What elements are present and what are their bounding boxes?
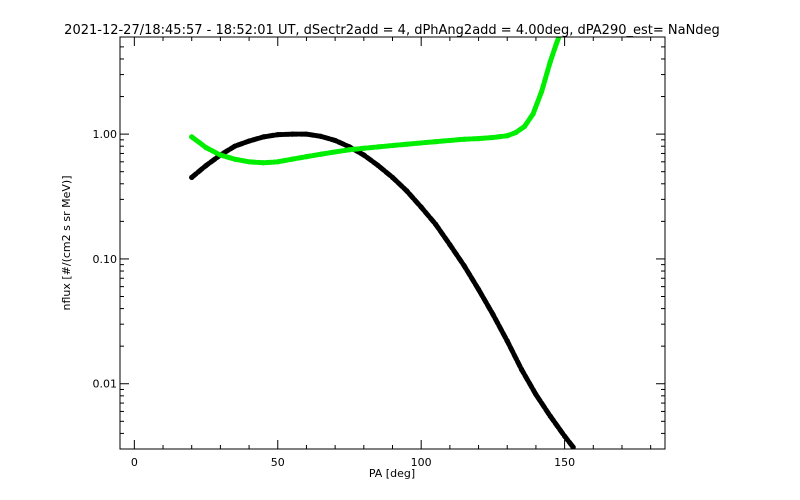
data-point [232,143,238,149]
data-point [432,221,439,227]
data-point [490,134,496,141]
data-point [361,152,367,158]
data-point [518,366,525,373]
data-point [570,444,576,449]
data-point [375,144,381,150]
data-point [361,145,367,151]
data-point [547,413,553,419]
data-point [447,242,453,248]
data-point [189,134,195,140]
data-point [553,42,559,48]
data-point [246,159,252,165]
series-layer [189,37,576,449]
data-point [562,433,568,439]
x-tick-label: 150 [554,456,575,469]
data-point [260,134,267,140]
data-point [461,263,467,269]
data-point [260,160,267,166]
data-point [203,162,209,169]
y-axis-label: nflux [#/(cm2 s sr MeV)] [60,176,73,311]
plot-frame [119,36,666,450]
data-point [332,137,338,144]
data-point [375,162,381,169]
x-axis-label: PA [deg] [369,467,415,480]
data-point [303,154,310,160]
series-line [189,131,576,449]
data-point [332,149,338,155]
data-point [346,147,353,153]
data-point [556,37,562,40]
data-point [504,338,510,344]
data-point [475,286,482,292]
data-point [513,129,519,136]
data-point [432,139,439,145]
series-1 [189,37,562,166]
data-point [189,174,195,181]
y-tick-label: 0.10 [93,253,118,266]
data-point [232,156,238,162]
data-point [490,311,496,317]
data-point [289,156,295,162]
data-point [539,88,545,94]
data-point [246,138,252,144]
data-point [475,136,482,142]
data-point [203,144,209,151]
data-point [504,133,510,139]
data-point [318,151,324,157]
data-point [447,137,453,144]
data-point [275,132,281,138]
chart-title: 2021-12-27/18:45:57 - 18:52:01 UT, dSect… [64,23,720,38]
data-point [418,140,424,146]
x-tick-label: 50 [271,456,285,469]
data-point [318,133,324,139]
series-0 [189,131,576,449]
data-point [289,131,295,137]
data-point [217,152,223,158]
data-point [275,159,281,165]
y-tick-label: 1.00 [93,128,118,141]
x-tick-label: 0 [131,456,138,469]
data-point [530,111,536,117]
data-point [461,136,467,142]
data-point [533,391,539,398]
data-point [547,59,553,65]
data-point [521,123,528,130]
y-tick-label: 0.01 [93,378,118,391]
data-point [303,131,310,137]
data-point [418,204,424,210]
data-point [389,142,396,149]
data-point [404,188,410,194]
x-tick-label: 100 [411,456,432,469]
ticks-layer: 0 50 100 150 0.01 0.10 1.00 [93,36,665,469]
data-point [404,141,410,147]
data-point [389,174,396,181]
